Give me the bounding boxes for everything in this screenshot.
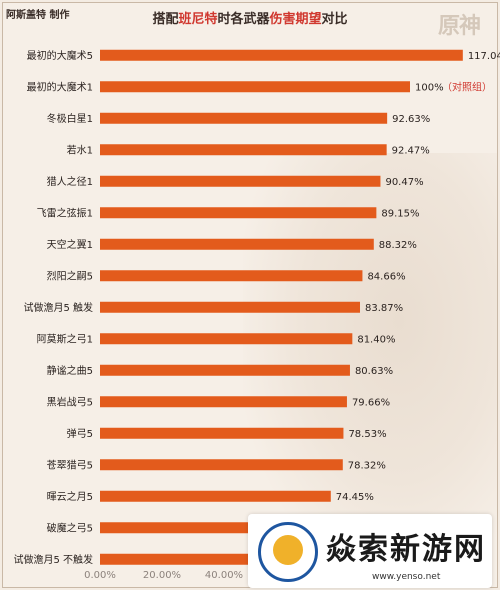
value-label: 117.04%	[468, 51, 500, 62]
bar	[100, 364, 350, 376]
category-label: 苍翠猎弓5	[47, 458, 93, 471]
bar	[100, 81, 410, 93]
watermark-logo-icon	[258, 522, 318, 582]
title-part: 对比	[321, 12, 348, 27]
watermark-logo-inner	[273, 535, 303, 565]
category-label: 最初的大魔术1	[27, 80, 93, 93]
bar	[100, 427, 344, 439]
value-label: 81.40%	[357, 334, 395, 345]
category-label: 破魔之弓5	[47, 521, 93, 534]
category-label: 弹弓5	[67, 427, 93, 440]
value-label: 79.66%	[352, 397, 390, 408]
bar	[100, 144, 387, 156]
value-label: 84.66%	[367, 271, 405, 282]
value-label: 100%	[415, 82, 444, 93]
bar	[100, 553, 324, 565]
category-label: 静谧之曲5	[47, 364, 93, 377]
value-label: 78.32%	[348, 460, 386, 471]
category-label: 阿莫斯之弓1	[37, 332, 93, 345]
title-highlight-metric: 伤害期望	[269, 12, 322, 27]
watermark-url: www.yenso.net	[372, 572, 441, 582]
category-label: 若水1	[67, 143, 93, 156]
value-label: 80.63%	[355, 366, 393, 377]
category-label: 飞雷之弦振1	[37, 206, 93, 219]
watermark-badge: 焱索新游网 www.yenso.net	[248, 514, 492, 588]
bar	[100, 207, 377, 219]
bar	[100, 490, 331, 502]
category-label: 黑岩战弓5	[47, 395, 93, 408]
background-artwork	[243, 153, 497, 573]
category-label: 冬极白星1	[47, 112, 93, 125]
title-highlight-character: 班尼特	[178, 12, 218, 27]
bar	[100, 175, 381, 187]
value-label: 89.15%	[381, 208, 419, 219]
bar	[100, 270, 363, 282]
watermark-text: 焱索新游网	[326, 532, 486, 567]
bar	[100, 459, 343, 471]
game-logo: 原神	[438, 13, 481, 39]
bar	[100, 396, 347, 408]
title-part: 搭配	[152, 12, 179, 27]
bar	[100, 522, 329, 534]
bar	[100, 112, 388, 124]
x-tick-label: 20.00%	[143, 570, 181, 581]
category-label: 最初的大魔术5	[27, 49, 93, 62]
bar	[100, 49, 463, 61]
value-label: 74.45%	[336, 492, 374, 503]
value-label: 92.63%	[392, 114, 430, 125]
category-label: 烈阳之嗣5	[47, 269, 93, 282]
value-label: 88.32%	[379, 240, 417, 251]
bar	[100, 238, 374, 250]
value-label: 78.53%	[348, 429, 386, 440]
category-label: 天空之翼1	[47, 238, 93, 251]
x-tick-label: 40.00%	[205, 570, 243, 581]
category-label: 试做澹月5 不触发	[13, 553, 93, 566]
title-part: 时各武器	[217, 12, 270, 27]
category-label: 猎人之径1	[47, 175, 93, 188]
value-label: 92.47%	[392, 145, 430, 156]
author-credit: 阿斯盖特 制作	[6, 10, 70, 21]
value-label: 90.47%	[385, 177, 423, 188]
bar	[100, 333, 353, 345]
bar	[100, 301, 360, 313]
category-label: 试做澹月5 触发	[23, 301, 93, 314]
x-tick-label: 0.00%	[84, 570, 116, 581]
annotation-label: （对照组）	[442, 80, 492, 93]
category-label: 暉云之月5	[47, 490, 93, 503]
chart-title: 搭配班尼特时各武器伤害期望对比	[0, 8, 500, 27]
value-label: 83.87%	[365, 303, 403, 314]
